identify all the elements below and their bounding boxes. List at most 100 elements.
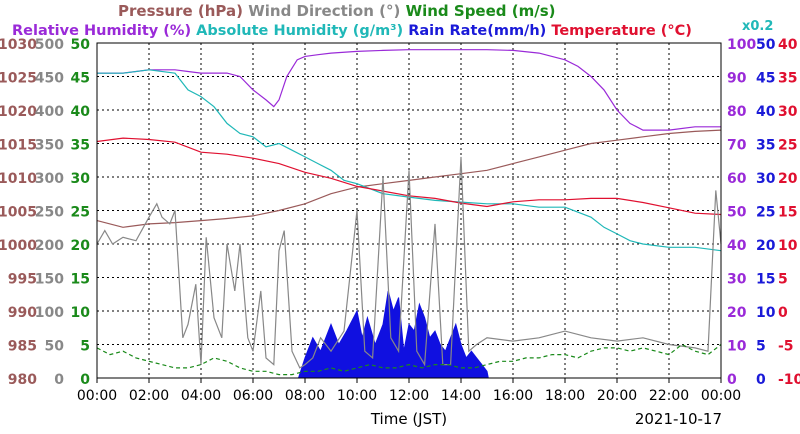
x-tick-label: 10:00 bbox=[337, 388, 377, 404]
temperature-axis-tick-label: -5 bbox=[778, 339, 794, 355]
temperature-axis-tick-label: 15 bbox=[778, 205, 797, 221]
wind-direction-axis-tick-label: 100 bbox=[35, 305, 64, 321]
legend-entry: Absolute Humidity (g/m³) bbox=[191, 23, 403, 39]
absolute-humidity-g-m-line bbox=[97, 69, 722, 252]
temperature-axis-tick-label: 0 bbox=[778, 305, 788, 321]
x-tick-label: 00:00 bbox=[77, 388, 117, 404]
x-tick-label: 08:00 bbox=[285, 388, 325, 404]
pressure-axis-tick-label: 1000 bbox=[0, 238, 37, 254]
temperature-c-line bbox=[96, 137, 722, 216]
wind-speed-axis-tick-label: 45 bbox=[71, 71, 90, 87]
rain-axis-tick-label: 35 bbox=[756, 138, 775, 154]
wind-speed-axis-tick-label: 25 bbox=[71, 205, 90, 221]
wind-direction-axis-tick-label: 200 bbox=[35, 238, 64, 254]
x-tick-label: 16:00 bbox=[493, 388, 533, 404]
wind-direction-axis-tick-label: 300 bbox=[35, 171, 64, 187]
rain-axis-tick-label: 15 bbox=[756, 272, 775, 288]
pressure-axis-tick-label: 985 bbox=[8, 339, 37, 355]
wind-speed-axis-tick-label: 0 bbox=[80, 372, 90, 388]
rain-axis-tick-label: 10 bbox=[756, 305, 776, 321]
legend-entry: Rain Rate(mm/h) bbox=[403, 23, 546, 39]
temperature-axis-tick-label: 5 bbox=[778, 272, 788, 288]
wind-speed-axis-tick-label: 30 bbox=[71, 171, 91, 187]
pressure-axis-tick-label: 1030 bbox=[0, 37, 37, 53]
humidity-axis-tick-label: 60 bbox=[727, 171, 747, 187]
temperature-axis-tick-label: 40 bbox=[778, 37, 798, 53]
temperature-axis-tick-label: 20 bbox=[778, 171, 798, 187]
temperature-axis-tick-label: 25 bbox=[778, 138, 797, 154]
legend-entry: Pressure (hPa) bbox=[118, 2, 243, 20]
wind-speed-axis-tick-label: 40 bbox=[71, 104, 91, 120]
wind-direction-axis-tick-label: 50 bbox=[45, 339, 65, 355]
legend-entry: Temperature (°C) bbox=[546, 23, 692, 39]
x-tick-label: 20:00 bbox=[597, 388, 637, 404]
wind-speed-axis-tick-label: 35 bbox=[71, 138, 90, 154]
series-lines bbox=[96, 49, 722, 376]
rain-axis-tick-label: 40 bbox=[756, 104, 776, 120]
humidity-axis-tick-label: 10 bbox=[727, 339, 747, 355]
wind-direction-axis-tick-label: 500 bbox=[35, 37, 64, 53]
rain-rate-series bbox=[297, 290, 489, 379]
temperature-axis-tick-label: 35 bbox=[778, 71, 797, 87]
temperature-axis-tick-label: 30 bbox=[778, 104, 798, 120]
pressure-axis-tick-label: 1010 bbox=[0, 171, 37, 187]
wind-direction-axis-tick-label: 150 bbox=[35, 272, 64, 288]
rain-axis-tick-label: 25 bbox=[756, 205, 775, 221]
chart-header: Pressure (hPa) Wind Direction (°) Wind S… bbox=[12, 2, 773, 39]
rain-axis-tick-label: 50 bbox=[756, 37, 776, 53]
humidity-axis-tick-label: 40 bbox=[727, 238, 747, 254]
rain-axis-tick-label: 30 bbox=[756, 171, 776, 187]
wind-direction-axis-tick-label: 250 bbox=[35, 205, 64, 221]
wind-speed-axis-tick-label: 50 bbox=[71, 37, 91, 53]
wind-direction-axis-tick-label: 450 bbox=[35, 71, 64, 87]
pressure-axis-tick-label: 1015 bbox=[0, 138, 37, 154]
humidity-axis-tick-label: 70 bbox=[727, 138, 747, 154]
legend-scale-note: x0.2 bbox=[742, 19, 773, 34]
legend-entry: Wind Speed (m/s) bbox=[400, 2, 555, 20]
x-axis: 00:00 02:00 04:00 06:00 08:00 10:00 12:00 14:00… bbox=[77, 378, 741, 404]
rain-rate-area bbox=[297, 290, 489, 379]
humidity-axis-tick-label: 90 bbox=[727, 71, 747, 87]
pressure-axis-tick-label: 990 bbox=[8, 305, 37, 321]
rain-axis-tick-label: 45 bbox=[756, 71, 775, 87]
pressure-axis-tick-label: 1025 bbox=[0, 71, 37, 87]
wind-direction-axis-tick-label: 400 bbox=[35, 104, 64, 120]
humidity-axis-tick-label: 80 bbox=[727, 104, 747, 120]
legend-entry: Relative Humidity (%) bbox=[12, 23, 191, 39]
legend-row: Relative Humidity (%) Absolute Humidity … bbox=[12, 23, 692, 39]
x-tick-label: 18:00 bbox=[545, 388, 585, 404]
temperature-axis-tick-label: -10 bbox=[778, 372, 800, 388]
humidity-axis-tick-label: 50 bbox=[727, 205, 747, 221]
pressure-axis-tick-label: 1005 bbox=[0, 205, 37, 221]
x-tick-label: 00:00 bbox=[701, 388, 741, 404]
wind-speed-axis-tick-label: 15 bbox=[71, 272, 90, 288]
humidity-axis-tick-label: 20 bbox=[727, 305, 747, 321]
relative-humidity-line bbox=[97, 49, 721, 131]
x-tick-label: 06:00 bbox=[233, 388, 273, 404]
wind-speed-m-s-line bbox=[96, 343, 722, 376]
legend-row: Pressure (hPa) Wind Direction (°) Wind S… bbox=[118, 2, 556, 20]
rain-axis-tick-label: 5 bbox=[756, 339, 766, 355]
pressure-axis-tick-label: 1020 bbox=[0, 104, 37, 120]
right-axes: 1009080706050403020100504540353025201510… bbox=[727, 37, 800, 388]
wind-speed-axis-tick-label: 20 bbox=[71, 238, 91, 254]
x-axis-label: Time (JST) bbox=[370, 410, 447, 428]
wind-direction-line bbox=[96, 156, 722, 369]
humidity-axis-tick-label: 100 bbox=[727, 37, 756, 53]
rain-axis-tick-label: 20 bbox=[756, 238, 776, 254]
wind-speed-axis-tick-label: 5 bbox=[80, 339, 90, 355]
temperature-axis-tick-label: 10 bbox=[778, 238, 798, 254]
rain-axis-tick-label: 0 bbox=[756, 372, 766, 388]
date-label: 2021-10-17 bbox=[635, 410, 722, 428]
left-axes: 1030102510201015101010051000995990985980… bbox=[0, 37, 90, 388]
x-tick-label: 12:00 bbox=[389, 388, 429, 404]
pressure-axis-tick-label: 995 bbox=[8, 272, 37, 288]
x-tick-label: 22:00 bbox=[649, 388, 689, 404]
pressure-axis-tick-label: 980 bbox=[8, 372, 37, 388]
humidity-axis-tick-label: 0 bbox=[727, 372, 737, 388]
wind-direction-axis-tick-label: 350 bbox=[35, 138, 64, 154]
humidity-axis-tick-label: 30 bbox=[727, 272, 747, 288]
x-tick-label: 02:00 bbox=[129, 388, 169, 404]
wind-direction-axis-tick-label: 0 bbox=[54, 372, 64, 388]
